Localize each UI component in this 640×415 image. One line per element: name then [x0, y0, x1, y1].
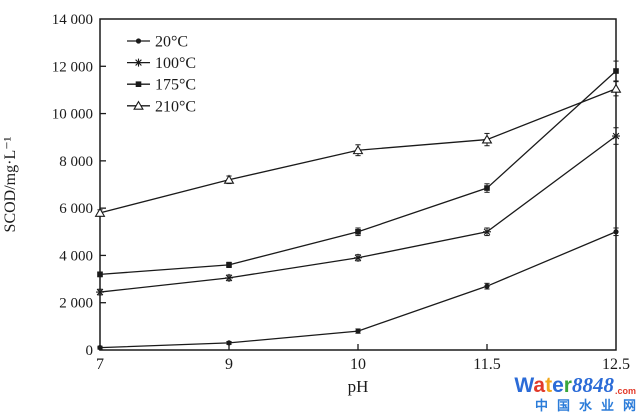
- marker-filled-square: [97, 271, 103, 278]
- x-axis: 7 9 10 11.5 12.5: [96, 344, 630, 373]
- marker-shape: [613, 68, 619, 74]
- marker-open-triangle: [352, 144, 364, 155]
- marker-stroke: [354, 254, 362, 262]
- watermark-chinese-text: 中国水业网: [534, 398, 640, 413]
- y-axis: 0 2 000 4 000 6 000 8 000 10 000 12 000 14 000: [52, 12, 106, 359]
- y-tick-label: 2 000: [59, 296, 93, 312]
- marker-filled-circle: [355, 328, 361, 334]
- series-100C: [96, 127, 620, 297]
- watermark-brand-line: Water 8848 .com: [514, 373, 636, 397]
- x-tick-label: 11.5: [473, 356, 500, 373]
- marker-shape: [226, 340, 232, 346]
- series-175C: [97, 60, 619, 278]
- y-tick-label: 4 000: [59, 248, 93, 264]
- marker-filled-square: [484, 185, 490, 191]
- marker-asterisk: [96, 288, 104, 297]
- legend-label: 100°C: [155, 55, 196, 72]
- y-tick-label: 6 000: [59, 201, 93, 217]
- watermark-letter: t: [545, 374, 553, 397]
- watermark-8848: 8848: [571, 373, 614, 397]
- marker-stroke: [135, 59, 142, 66]
- marker-shape: [97, 271, 103, 278]
- marker-open-triangle: [610, 83, 622, 93]
- legend-label: 210°C: [155, 98, 196, 115]
- marker-shape: [133, 100, 144, 110]
- watermark-letter: r: [563, 374, 572, 397]
- watermark-com-suffix: .com: [614, 386, 636, 396]
- marker-stroke: [225, 274, 233, 282]
- y-tick-label: 0: [86, 343, 94, 359]
- y-tick-label: 12 000: [52, 59, 93, 75]
- marker-shape: [135, 38, 142, 44]
- marker-asterisk: [483, 227, 491, 236]
- marker-open-triangle: [223, 174, 235, 184]
- legend: 20°C 100°C 175°C 210°C: [127, 34, 196, 115]
- marker-open-triangle: [481, 134, 493, 144]
- marker-stroke: [612, 132, 620, 140]
- marker-open-triangle: [94, 207, 106, 217]
- marker-shape: [481, 134, 493, 144]
- marker-shape: [226, 262, 232, 268]
- series-20C: [97, 227, 619, 351]
- watermark-water8848: Water 8848 .com 中国水业网: [514, 373, 636, 413]
- marker-stroke: [483, 228, 491, 236]
- legend-label: 175°C: [155, 77, 196, 94]
- marker-stroke: [96, 288, 104, 296]
- marker-filled-square: [613, 68, 619, 74]
- marker-shape: [484, 283, 490, 289]
- y-tick-label: 8 000: [59, 154, 93, 170]
- marker-filled-circle: [484, 283, 490, 289]
- watermark-wordmark: Water: [514, 375, 572, 396]
- marker-filled-circle: [97, 345, 103, 351]
- legend-item-175C: 175°C: [127, 77, 196, 94]
- x-axis-title: pH: [348, 377, 369, 396]
- legend-label: 20°C: [155, 34, 188, 51]
- x-tick-label: 7: [96, 356, 104, 373]
- y-tick-label: 10 000: [52, 107, 93, 123]
- marker-shape: [613, 229, 619, 235]
- marker-open-triangle: [133, 100, 144, 110]
- marker-filled-circle: [613, 229, 619, 235]
- marker-filled-circle: [226, 340, 232, 346]
- marker-shape: [94, 207, 106, 217]
- marker-filled-square: [355, 228, 361, 235]
- watermark-letter: e: [552, 374, 564, 397]
- marker-asterisk: [225, 273, 233, 282]
- marker-filled-square: [135, 81, 142, 87]
- x-tick-label: 9: [225, 356, 233, 373]
- watermark-letter: W: [514, 374, 534, 397]
- marker-shape: [355, 228, 361, 235]
- watermark-letter: a: [533, 374, 546, 397]
- marker-shape: [352, 144, 364, 155]
- legend-item-20C: 20°C: [127, 34, 188, 51]
- marker-asterisk: [134, 58, 143, 67]
- x-tick-label: 12.5: [602, 356, 630, 373]
- marker-filled-square: [226, 262, 232, 268]
- x-tick-label: 10: [350, 356, 366, 373]
- marker-shape: [97, 345, 103, 351]
- legend-item-210C: 210°C: [127, 98, 196, 115]
- series-210C: [94, 81, 622, 217]
- y-axis-title: SCOD/mg·L⁻¹: [2, 136, 19, 232]
- marker-shape: [223, 174, 235, 184]
- marker-filled-circle: [135, 38, 142, 44]
- marker-shape: [135, 81, 142, 87]
- marker-asterisk: [612, 132, 620, 141]
- legend-item-100C: 100°C: [127, 55, 196, 72]
- marker-shape: [610, 83, 622, 93]
- y-tick-label: 14 000: [52, 12, 93, 28]
- marker-shape: [484, 185, 490, 191]
- marker-asterisk: [354, 253, 362, 262]
- marker-shape: [355, 328, 361, 334]
